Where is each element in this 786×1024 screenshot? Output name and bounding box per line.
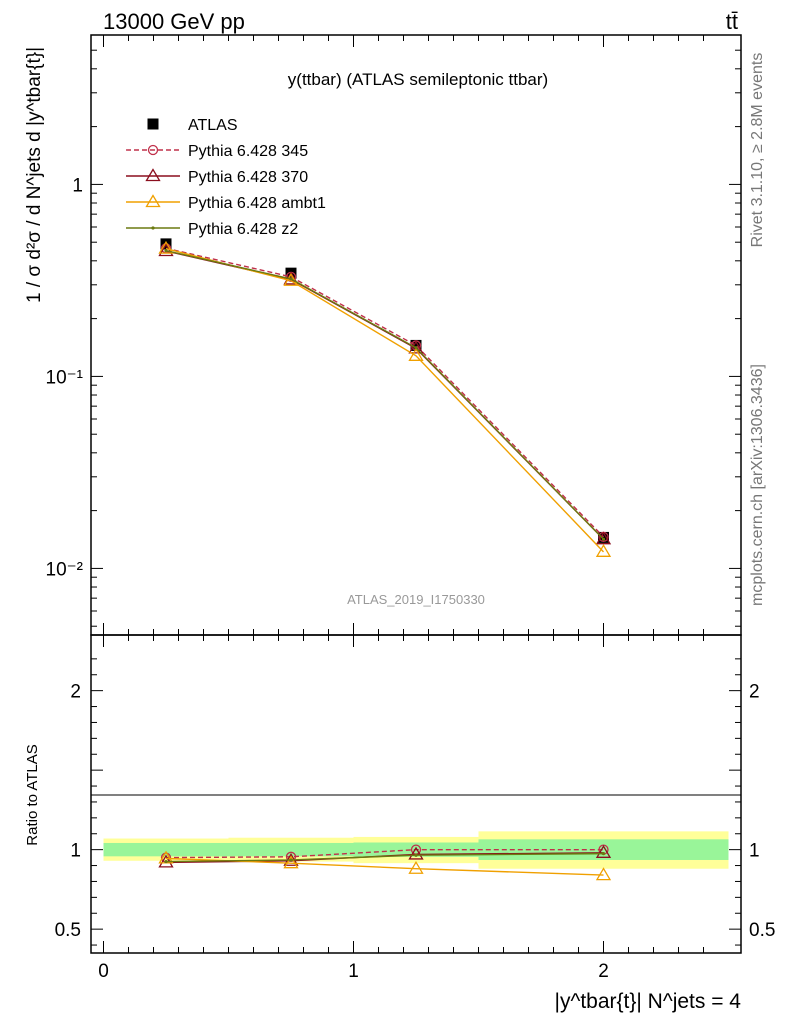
series-line [165, 247, 605, 553]
legend-label: Pythia 6.428 370 [188, 169, 308, 186]
y-tick-label: 10⁻² [46, 559, 84, 580]
data-point [283, 272, 299, 286]
ratio-y-tick-label: 0.5 [55, 920, 81, 941]
y-tick-label: 1 [72, 175, 83, 196]
ratio-data-point [595, 867, 612, 881]
ratio-y-tick-label: 1 [70, 841, 81, 862]
main-plot-panel: y(ttbar) (ATLAS semileptonic ttbar) ATLA… [24, 34, 742, 636]
series-1 [160, 243, 609, 543]
ratio-y-tick-label-right: 1 [749, 841, 760, 862]
uncertainty-bands [103, 831, 729, 869]
ratio-data-point [414, 853, 418, 857]
series-0 [160, 238, 609, 543]
main-tick-marks: 1 10⁻¹ 10⁻² [46, 34, 741, 635]
legend: ATLAS Pythia 6.428 345 Pythia 6.428 370 Pyt… [126, 117, 326, 238]
legend-marker [147, 144, 159, 156]
energy-label: 13000 GeV pp [103, 9, 245, 34]
ratio-data-point [408, 846, 424, 860]
ratio-plot-frame [90, 634, 742, 954]
legend-marker [151, 226, 155, 230]
mcplots-label: mcplots.cern.ch [arXiv:1306.3436] [749, 364, 766, 606]
series-line [165, 247, 605, 538]
ratio-plot-panel: 2 2 1 1 0.5 0.5 0 1 2 Ratio to ATLAS |y^tbar{t}|… [24, 634, 775, 1013]
legend-entry: Pythia 6.428 370 [126, 168, 308, 186]
legend-entry: Pythia 6.428 ambt1 [126, 194, 326, 212]
ratio-data-point [289, 858, 293, 862]
ratio-data-point [601, 852, 606, 856]
main-series-group [158, 238, 612, 557]
data-point [595, 544, 612, 557]
ratio-data-point [283, 855, 299, 869]
series-line [165, 249, 605, 540]
data-point [414, 346, 418, 350]
x-axis-label: |y^tbar{t}| N^jets = 4 [555, 990, 742, 1013]
ratio-series-3 [164, 852, 606, 864]
data-point [158, 240, 174, 254]
ratio-y-axis-label: Ratio to ATLAS [24, 744, 41, 845]
series-3 [158, 240, 612, 557]
series-line [165, 250, 604, 540]
data-point [601, 537, 606, 541]
data-point [595, 531, 612, 545]
legend-marker [145, 194, 161, 208]
stat-uncertainty-band [103, 842, 229, 857]
ratio-series-group [158, 844, 612, 881]
ratio-series-line [165, 848, 604, 859]
stat-uncertainty-band [228, 842, 354, 857]
legend-entry: Pythia 6.428 345 [126, 143, 308, 160]
legend-marker [145, 168, 161, 182]
data-point [408, 340, 424, 354]
x-tick-label: 0 [98, 961, 109, 982]
legend-label: ATLAS [188, 117, 238, 134]
ratio-y-tick-label-right: 0.5 [749, 920, 775, 941]
legend-entry: ATLAS [147, 117, 238, 134]
data-point [410, 339, 422, 351]
main-plot-title: y(ttbar) (ATLAS semileptonic ttbar) [288, 70, 548, 89]
x-tick-label: 1 [348, 961, 359, 982]
ratio-y-tick-label-right: 2 [749, 682, 760, 703]
legend-label: Pythia 6.428 345 [188, 143, 308, 160]
legend-label: Pythia 6.428 z2 [188, 221, 298, 238]
legend-marker [147, 118, 159, 130]
data-point [408, 348, 424, 361]
ratio-data-point [164, 859, 168, 864]
x-tick-label: 2 [598, 961, 609, 982]
series-2 [158, 243, 612, 545]
rivet-label: Rivet 3.1.10, ≥ 2.8M events [749, 53, 766, 248]
main-y-axis-label: 1 / σ d²σ / d N^jets d |y^tbar{t}| [24, 47, 45, 303]
data-point [164, 249, 168, 253]
legend-entry: Pythia 6.428 z2 [126, 221, 298, 238]
ratio-series-line [165, 852, 604, 863]
series-4 [164, 249, 606, 541]
ratio-y-tick-label: 2 [70, 682, 81, 703]
y-tick-label: 10⁻¹ [46, 367, 84, 388]
data-point [289, 277, 293, 281]
data-point [598, 531, 609, 543]
ratio-tick-marks: 2 2 1 1 0.5 0.5 0 1 2 [55, 635, 775, 982]
process-label: tt̄ [726, 9, 738, 34]
ratio-data-point [595, 845, 612, 858]
analysis-watermark: ATLAS_2019_I1750330 [347, 592, 485, 607]
legend-label: Pythia 6.428 ambt1 [188, 195, 326, 212]
ratio-data-point [408, 860, 424, 874]
